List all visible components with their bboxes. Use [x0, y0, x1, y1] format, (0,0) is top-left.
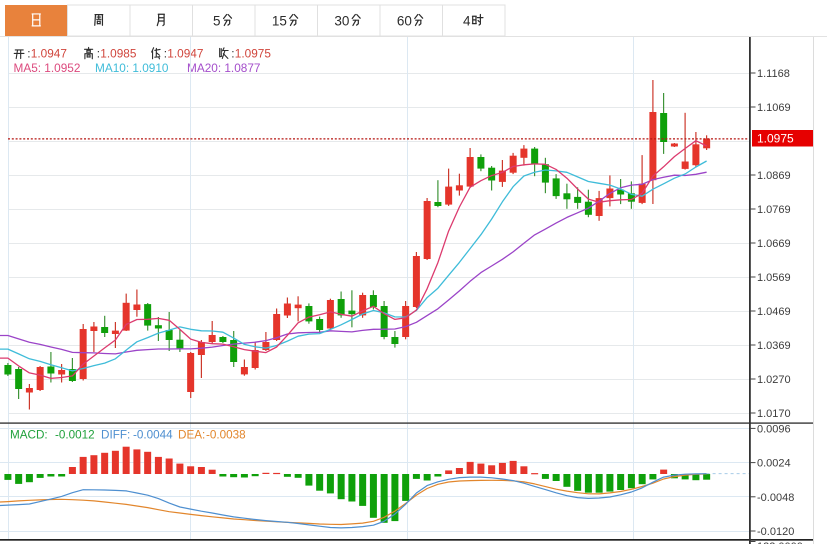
svg-text:1.0369: 1.0369 [757, 340, 791, 352]
svg-text:-0.0048: -0.0048 [757, 492, 794, 504]
svg-text:1.0975: 1.0975 [235, 47, 272, 61]
svg-text:MA5: 1.0952: MA5: 1.0952 [14, 61, 81, 75]
svg-text:122.0000: 122.0000 [757, 541, 803, 544]
svg-text:1.0985: 1.0985 [100, 47, 137, 61]
svg-text:0.0024: 0.0024 [757, 458, 791, 470]
svg-text:30: 30 [334, 14, 349, 29]
svg-text:MA20: 1.0877: MA20: 1.0877 [187, 61, 260, 75]
svg-text:1.0869: 1.0869 [757, 170, 791, 182]
svg-text:1.0569: 1.0569 [757, 272, 791, 284]
svg-text:1.0947: 1.0947 [167, 47, 203, 61]
svg-text::: : [27, 47, 30, 61]
svg-text:60: 60 [397, 14, 412, 29]
svg-text:1.1168: 1.1168 [757, 68, 790, 80]
svg-text:-0.0044: -0.0044 [133, 428, 173, 441]
svg-text:MA10: 1.0910: MA10: 1.0910 [95, 61, 169, 75]
svg-text:-0.0038: -0.0038 [206, 428, 246, 441]
svg-text:1.0469: 1.0469 [757, 306, 791, 318]
svg-text:-0.0012: -0.0012 [55, 428, 95, 441]
svg-text:1.0769: 1.0769 [757, 204, 791, 216]
svg-text:DIFF:: DIFF: [101, 428, 130, 441]
svg-text:MACD:: MACD: [10, 428, 48, 441]
svg-text::: : [231, 47, 234, 61]
svg-text::: : [97, 47, 100, 61]
svg-text:1.0669: 1.0669 [757, 238, 791, 250]
svg-text:1.0947: 1.0947 [31, 47, 67, 61]
svg-text:1.0270: 1.0270 [757, 374, 791, 386]
svg-text:1.1069: 1.1069 [757, 102, 791, 114]
svg-text:15: 15 [272, 14, 287, 29]
svg-text:0.0096: 0.0096 [757, 423, 791, 435]
svg-text:5: 5 [213, 14, 221, 29]
svg-text:1.0170: 1.0170 [757, 408, 791, 420]
svg-text:DEA:: DEA: [178, 428, 205, 441]
svg-text:4: 4 [463, 14, 471, 29]
svg-text::: : [164, 47, 167, 61]
svg-text:1.0975: 1.0975 [757, 132, 794, 146]
svg-text:-0.0120: -0.0120 [757, 526, 794, 538]
